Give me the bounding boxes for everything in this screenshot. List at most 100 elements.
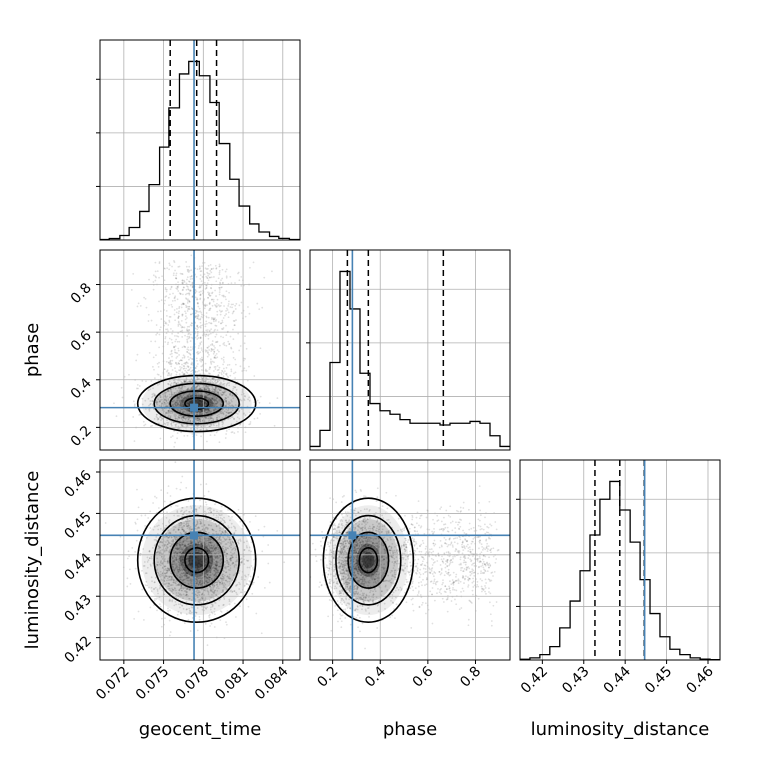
sample-point — [168, 619, 171, 622]
sample-point — [166, 402, 169, 404]
sample-point — [199, 270, 202, 273]
sample-point — [218, 441, 221, 444]
sample-point — [199, 420, 202, 423]
sample-point — [187, 618, 190, 621]
sample-point — [180, 326, 183, 329]
sample-point — [191, 277, 194, 280]
sample-point — [204, 396, 206, 399]
sample-point — [158, 383, 161, 385]
sample-point — [156, 362, 159, 365]
sample-point — [168, 337, 171, 340]
sample-point — [219, 619, 222, 622]
sample-point — [173, 346, 176, 349]
sample-point — [181, 356, 184, 359]
sample-point — [198, 395, 201, 398]
sample-point — [229, 394, 232, 397]
sample-point — [213, 366, 216, 368]
sample-point — [221, 420, 224, 423]
sample-point — [239, 520, 242, 523]
sample-point — [175, 287, 178, 290]
sample-point — [188, 410, 190, 412]
sample-point — [171, 341, 174, 344]
sample-point — [173, 309, 176, 311]
sample-point — [237, 430, 239, 433]
sample-point — [184, 318, 187, 321]
sample-point — [206, 644, 209, 647]
sample-point — [214, 368, 217, 370]
sample-point — [157, 507, 160, 509]
sample-point — [188, 358, 190, 361]
sample-point — [173, 414, 176, 417]
sample-point — [160, 419, 162, 421]
sample-point — [220, 301, 223, 304]
sample-point — [227, 376, 230, 379]
sample-point — [219, 322, 222, 325]
sample-point — [195, 315, 198, 317]
sample-point — [143, 424, 146, 427]
sample-point — [212, 401, 215, 404]
sample-point — [186, 276, 189, 279]
sample-point — [222, 367, 225, 370]
sample-point — [243, 399, 246, 402]
sample-point — [228, 411, 230, 414]
sample-point — [222, 359, 225, 361]
sample-point — [233, 324, 236, 327]
sample-point — [164, 322, 167, 325]
sample-point — [206, 370, 209, 372]
sample-point — [213, 613, 216, 616]
sample-point — [210, 360, 212, 363]
sample-point — [188, 300, 191, 303]
sample-point — [199, 317, 202, 320]
sample-point — [221, 423, 224, 426]
sample-point — [183, 380, 185, 383]
sample-point — [205, 316, 208, 319]
sample-point — [176, 335, 178, 337]
sample-point — [205, 312, 208, 314]
sample-point — [194, 392, 197, 395]
sample-point — [244, 357, 246, 360]
sample-point — [187, 271, 190, 274]
sample-point — [174, 404, 177, 407]
sample-point — [249, 580, 252, 583]
sample-point — [198, 399, 201, 402]
sample-point — [182, 389, 185, 392]
sample-point — [174, 441, 176, 444]
sample-point — [198, 265, 201, 268]
sample-point — [209, 294, 212, 297]
sample-point — [238, 423, 241, 426]
sample-point — [196, 350, 199, 353]
sample-point — [177, 290, 180, 292]
sample-point — [176, 352, 179, 355]
sample-point — [204, 411, 207, 413]
sample-point — [184, 363, 187, 365]
sample-point — [222, 393, 225, 396]
sample-point — [211, 291, 214, 294]
sample-point — [172, 272, 175, 275]
sample-point — [209, 358, 212, 361]
sample-point — [134, 550, 137, 553]
sample-point — [231, 306, 234, 309]
sample-point — [189, 313, 192, 316]
sample-point — [204, 350, 207, 353]
sample-point — [187, 288, 190, 291]
sample-point — [211, 377, 214, 380]
sample-point — [197, 417, 200, 420]
sample-point — [179, 324, 182, 327]
sample-point — [234, 363, 237, 366]
sample-point — [195, 385, 198, 388]
sample-point — [235, 302, 238, 305]
sample-point — [224, 270, 227, 273]
sample-point — [196, 268, 199, 271]
sample-point — [158, 328, 161, 331]
sample-point — [184, 396, 187, 399]
sample-point — [151, 396, 153, 399]
sample-point — [181, 282, 183, 284]
sample-point — [171, 332, 173, 335]
sample-point — [206, 346, 209, 349]
sample-point — [230, 347, 233, 350]
sample-point — [183, 279, 185, 282]
sample-point — [263, 276, 266, 279]
sample-point — [159, 394, 162, 397]
sample-point — [283, 561, 286, 564]
sample-point — [196, 328, 199, 331]
